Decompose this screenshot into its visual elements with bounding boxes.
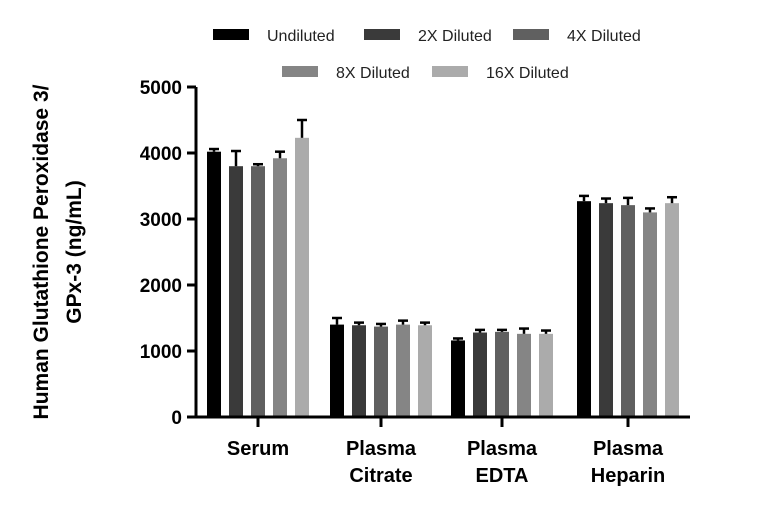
bar [229,166,243,417]
bar [251,166,265,417]
bar [665,203,679,417]
y-axis-label: Human Glutathione Peroxidase 3/GPx-3 (ng… [30,84,86,419]
legend-swatch [432,66,468,77]
bar [599,203,613,417]
bar [495,331,509,417]
bar [643,212,657,417]
x-tick-label: Citrate [349,465,412,487]
bar [577,201,591,417]
legend-item: Undiluted [213,28,335,45]
legend-label: 16X Diluted [486,65,569,82]
legend: Undiluted 2X Diluted 4X Diluted 8X Diluted 1… [213,28,641,82]
legend-label: 2X Diluted [418,28,492,45]
x-tick-label: Heparin [591,465,665,487]
x-tick-label: Plasma [467,438,538,460]
legend-swatch [513,29,549,40]
bar [352,325,366,417]
x-axis: Serum Plasma Citrate Plasma EDTA Plasma Hepari… [196,415,690,487]
legend-swatch [364,29,400,40]
bar [621,205,635,417]
legend-item: 8X Diluted [282,65,410,82]
y-axis-label-line: Human Glutathione Peroxidase 3/ [30,84,53,419]
bar [473,332,487,417]
legend-swatch [282,66,318,77]
bar [517,333,531,417]
bar [374,326,388,417]
y-tick-label: 2000 [140,276,182,297]
y-tick-label: 4000 [140,144,182,165]
bar [295,137,309,417]
bar [396,324,410,417]
bar [539,333,553,417]
bar [273,158,287,417]
x-tick-label: Serum [227,438,289,460]
y-tick-label: 0 [171,408,182,429]
bar [418,325,432,417]
x-tick-label: Plasma [346,438,417,460]
y-tick-label: 1000 [140,342,182,363]
bar [451,340,465,417]
legend-label: 4X Diluted [567,28,641,45]
legend-item: 2X Diluted [364,28,492,45]
y-axis: 0 1000 2000 3000 4000 5000 [140,78,198,429]
y-tick-label: 3000 [140,210,182,231]
x-tick-label: Plasma [593,438,664,460]
bar [207,151,221,417]
x-tick-label: EDTA [476,465,529,487]
y-axis-label-line: GPx-3 (ng/mL) [63,180,86,324]
legend-label: 8X Diluted [336,65,410,82]
legend-swatch [213,29,249,40]
y-tick-label: 5000 [140,78,182,99]
legend-item: 16X Diluted [432,65,569,82]
bar [330,324,344,417]
legend-item: 4X Diluted [513,28,641,45]
bars [207,118,679,417]
legend-label: Undiluted [267,28,335,45]
